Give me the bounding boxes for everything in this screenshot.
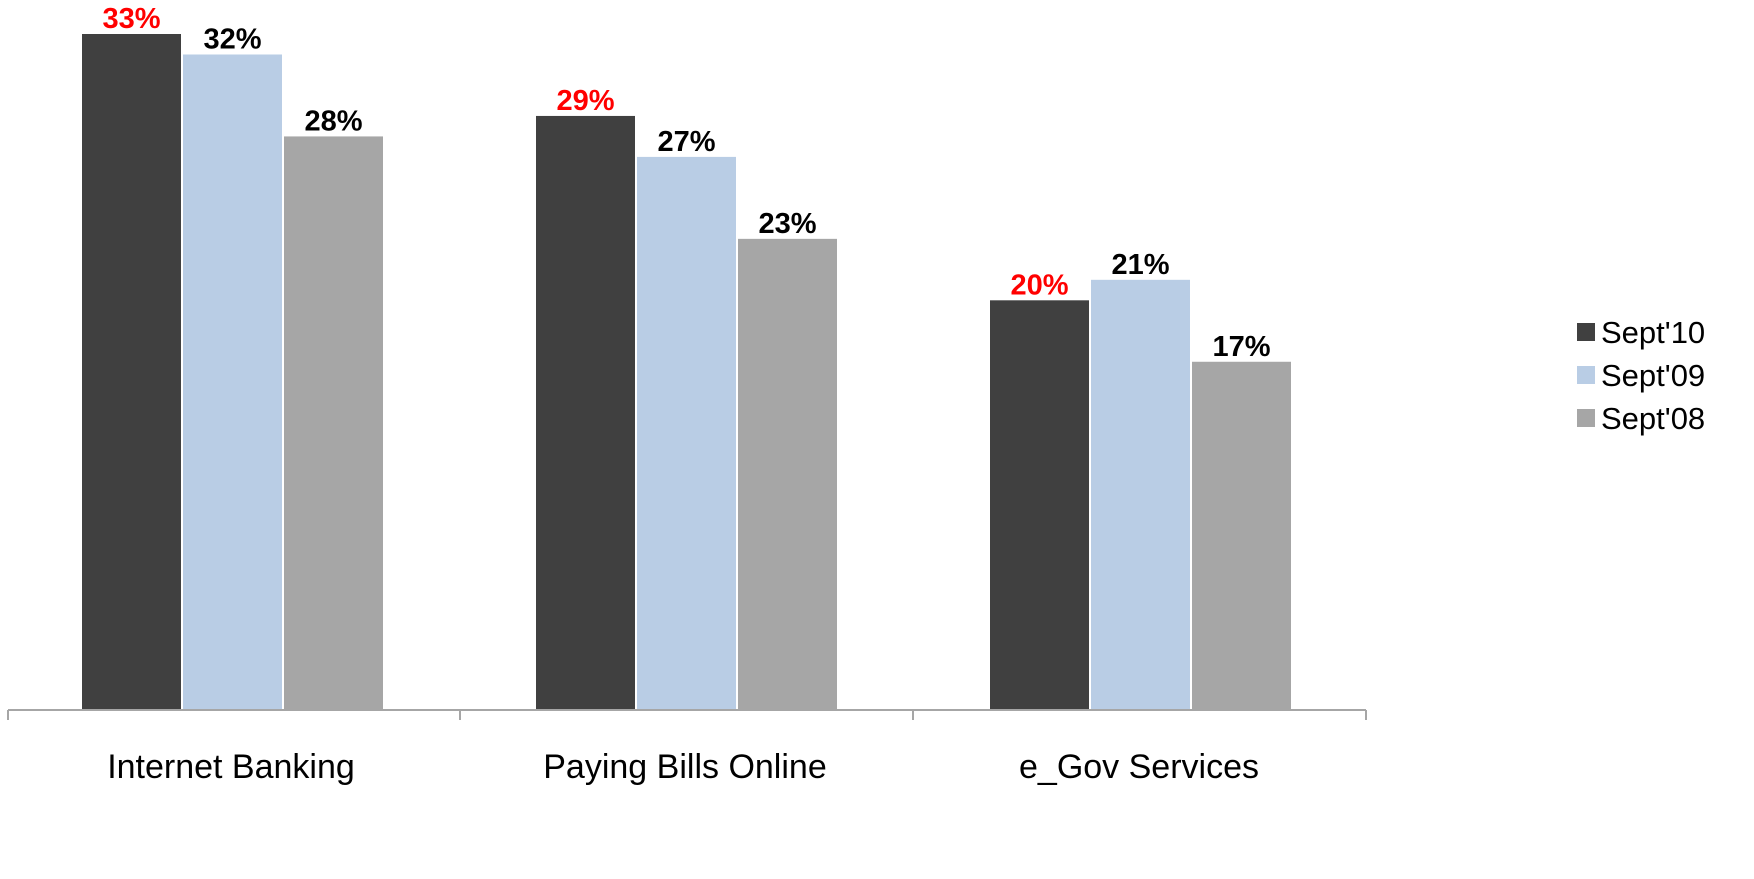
bar-sept-09-2	[637, 156, 736, 711]
category-label: e_Gov Services	[1019, 748, 1259, 786]
legend-label: Sept'09	[1601, 358, 1705, 393]
bar-sept-08-2	[738, 238, 837, 710]
data-label: 20%	[1010, 269, 1068, 301]
category-label: Paying Bills Online	[543, 748, 826, 786]
legend-swatch	[1577, 409, 1595, 427]
bars-group	[82, 34, 1291, 711]
bar-sept-10-2	[536, 115, 635, 710]
bar-sept-08-3	[1192, 361, 1291, 710]
legend-label: Sept'10	[1601, 315, 1705, 350]
bar-sept-10-3	[990, 300, 1089, 710]
data-label: 32%	[203, 23, 261, 55]
data-labels-group: 33% 32% 28% 29% 27% 23% 20% 21% 17%	[102, 3, 1270, 363]
data-label: 33%	[102, 3, 160, 35]
legend-swatch	[1577, 366, 1595, 384]
data-label: 29%	[556, 85, 614, 117]
bar-sept-09-1	[183, 54, 282, 710]
data-label: 23%	[758, 208, 816, 240]
x-axis: Internet Banking Paying Bills Online e_Gov…	[7, 709, 1367, 786]
legend-swatch	[1577, 323, 1595, 341]
data-label: 17%	[1212, 331, 1270, 363]
data-label: 21%	[1111, 249, 1169, 281]
data-label: 28%	[304, 105, 362, 137]
category-label: Internet Banking	[107, 748, 355, 786]
data-label: 27%	[657, 126, 715, 158]
legend: Sept'10 Sept'09 Sept'08	[1577, 315, 1705, 436]
bar-sept-10-1	[82, 34, 181, 710]
legend-label: Sept'08	[1601, 401, 1705, 436]
bar-sept-08-1	[284, 136, 383, 710]
bar-sept-09-3	[1091, 279, 1190, 710]
